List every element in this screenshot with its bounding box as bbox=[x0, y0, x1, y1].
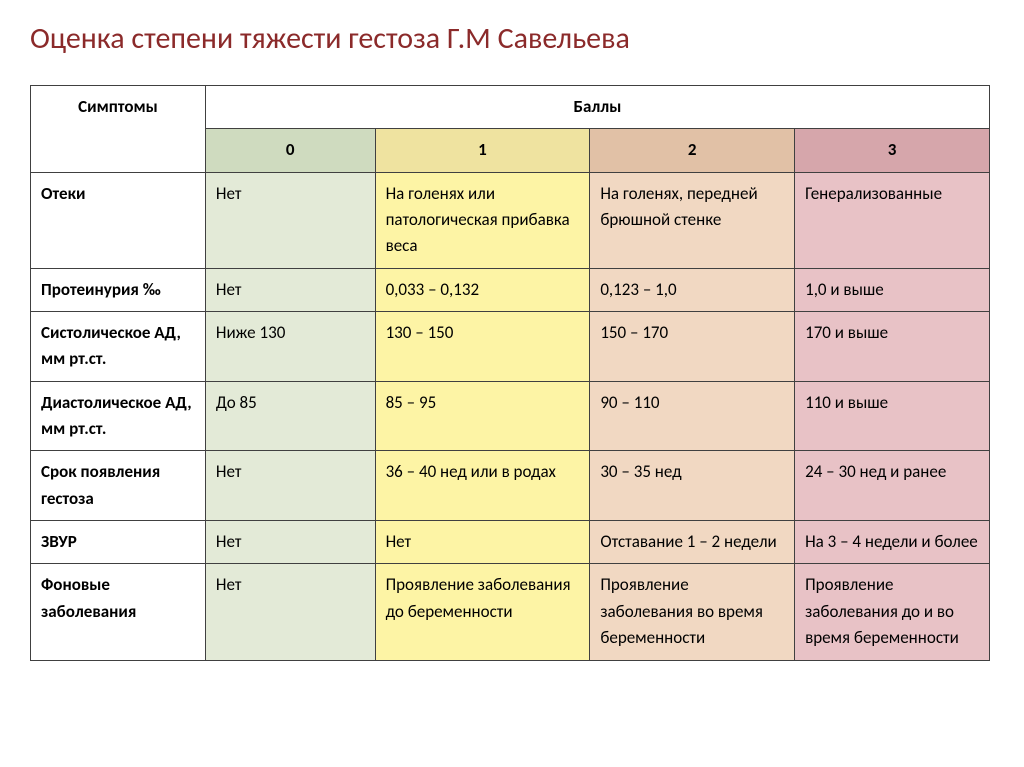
row-label: ЗВУР bbox=[31, 521, 206, 564]
cell: 130 – 150 bbox=[375, 312, 590, 382]
cell: На голенях или патологическая прибавка в… bbox=[375, 172, 590, 268]
score-col-2: 2 bbox=[590, 129, 795, 172]
cell: Нет bbox=[375, 521, 590, 564]
row-label: Систолическое АД, мм рт.ст. bbox=[31, 312, 206, 382]
page-title: Оценка степени тяжести гестоза Г.М Савел… bbox=[30, 20, 1004, 57]
cell: Ниже 130 bbox=[205, 312, 375, 382]
cell: Генерализованные bbox=[795, 172, 990, 268]
cell: 90 – 110 bbox=[590, 381, 795, 451]
cell: Отставание 1 – 2 недели bbox=[590, 521, 795, 564]
cell: 150 – 170 bbox=[590, 312, 795, 382]
table-row: Фоновые заболеванияНетПроявление заболев… bbox=[31, 564, 990, 660]
row-label: Диастолическое АД, мм рт.ст. bbox=[31, 381, 206, 451]
cell: Проявление заболевания во время беременн… bbox=[590, 564, 795, 660]
cell: 24 – 30 нед и ранее bbox=[795, 451, 990, 521]
cell: 170 и выше bbox=[795, 312, 990, 382]
header-row-1: Симптомы Баллы bbox=[31, 86, 990, 129]
cell: 0,123 – 1,0 bbox=[590, 268, 795, 311]
row-label: Отеки bbox=[31, 172, 206, 268]
score-col-3: 3 bbox=[795, 129, 990, 172]
table-row: Протеинурия ‰Нет0,033 – 0,1320,123 – 1,0… bbox=[31, 268, 990, 311]
cell: 30 – 35 нед bbox=[590, 451, 795, 521]
score-col-1: 1 bbox=[375, 129, 590, 172]
row-label: Фоновые заболевания bbox=[31, 564, 206, 660]
cell: Нет bbox=[205, 564, 375, 660]
cell: 85 – 95 bbox=[375, 381, 590, 451]
cell: Проявление заболевания до беременности bbox=[375, 564, 590, 660]
score-col-0: 0 bbox=[205, 129, 375, 172]
cell: 1,0 и выше bbox=[795, 268, 990, 311]
cell: Проявление заболевания до и во время бер… bbox=[795, 564, 990, 660]
table-body: ОтекиНетНа голенях или патологическая пр… bbox=[31, 172, 990, 660]
symptom-header: Симптомы bbox=[31, 86, 206, 173]
row-label: Протеинурия ‰ bbox=[31, 268, 206, 311]
cell: Нет bbox=[205, 451, 375, 521]
severity-table: Симптомы Баллы 0 1 2 3 ОтекиНетНа голеня… bbox=[30, 85, 990, 661]
score-header: Баллы bbox=[205, 86, 989, 129]
table-row: Систолическое АД, мм рт.ст.Ниже 130130 –… bbox=[31, 312, 990, 382]
table-row: Срок появления гестозаНет36 – 40 нед или… bbox=[31, 451, 990, 521]
table-row: ЗВУРНетНетОтставание 1 – 2 неделиНа 3 – … bbox=[31, 521, 990, 564]
cell: Нет bbox=[205, 172, 375, 268]
cell: На голенях, передней брюшной стенке bbox=[590, 172, 795, 268]
cell: Нет bbox=[205, 521, 375, 564]
cell: 0,033 – 0,132 bbox=[375, 268, 590, 311]
cell: 110 и выше bbox=[795, 381, 990, 451]
cell: До 85 bbox=[205, 381, 375, 451]
cell: Нет bbox=[205, 268, 375, 311]
cell: 36 – 40 нед или в родах bbox=[375, 451, 590, 521]
table-row: ОтекиНетНа голенях или патологическая пр… bbox=[31, 172, 990, 268]
row-label: Срок появления гестоза bbox=[31, 451, 206, 521]
table-row: Диастолическое АД, мм рт.ст.До 8585 – 95… bbox=[31, 381, 990, 451]
cell: На 3 – 4 недели и более bbox=[795, 521, 990, 564]
